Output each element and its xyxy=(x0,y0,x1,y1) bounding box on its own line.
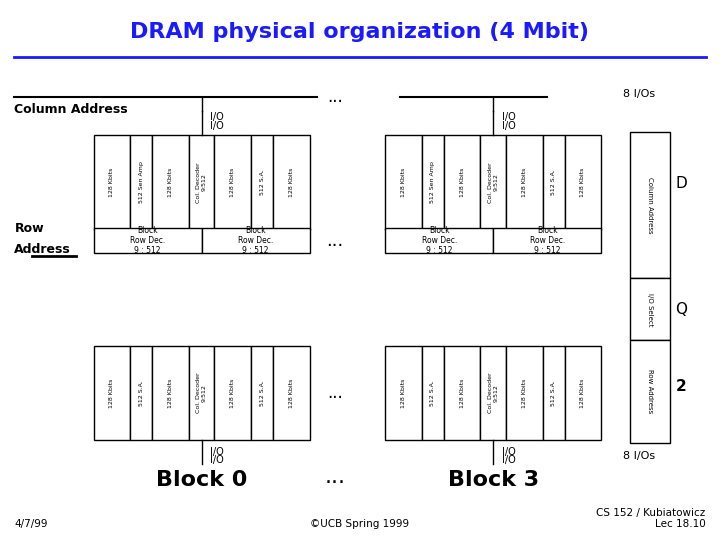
Text: 128 Kbits: 128 Kbits xyxy=(401,378,406,408)
Bar xyxy=(630,278,670,340)
Text: ...: ... xyxy=(327,88,343,106)
Text: Col. Decoder
9:512: Col. Decoder 9:512 xyxy=(488,162,498,202)
Text: 2: 2 xyxy=(675,379,686,394)
Text: 128 Kbits: 128 Kbits xyxy=(109,378,114,408)
Bar xyxy=(444,346,480,440)
Text: 8 I/Os: 8 I/Os xyxy=(623,90,655,99)
Bar xyxy=(564,135,601,230)
Text: Address: Address xyxy=(14,243,71,256)
Bar xyxy=(251,135,273,230)
Text: Col. Decoder
9:512: Col. Decoder 9:512 xyxy=(196,162,207,202)
Text: 128 Kbits: 128 Kbits xyxy=(230,167,235,197)
Text: D: D xyxy=(675,176,687,191)
Bar xyxy=(422,346,444,440)
Bar xyxy=(94,346,130,440)
Text: 128 Kbits: 128 Kbits xyxy=(522,167,527,197)
Text: Column Address: Column Address xyxy=(14,103,128,116)
Text: 512 S.A.: 512 S.A. xyxy=(259,380,264,406)
Bar xyxy=(564,346,601,440)
Bar xyxy=(630,132,670,278)
Text: Block
Row Dec.
9 : 512: Block Row Dec. 9 : 512 xyxy=(530,226,564,255)
Text: 128 Kbits: 128 Kbits xyxy=(459,167,464,197)
Text: Block
Row Dec.
9 : 512: Block Row Dec. 9 : 512 xyxy=(238,226,273,255)
Text: DRAM physical organization (4 Mbit): DRAM physical organization (4 Mbit) xyxy=(130,22,590,42)
Text: Block 0: Block 0 xyxy=(156,470,247,490)
Bar xyxy=(480,135,506,230)
Bar xyxy=(215,346,251,440)
Text: 128 Kbits: 128 Kbits xyxy=(168,378,173,408)
Text: Col. Decoder
9:512: Col. Decoder 9:512 xyxy=(488,373,498,413)
Text: CS 152 / Kubiatowicz
Lec 18.10: CS 152 / Kubiatowicz Lec 18.10 xyxy=(596,508,706,529)
Text: Row Address: Row Address xyxy=(647,369,653,414)
Text: 128 Kbits: 128 Kbits xyxy=(522,378,527,408)
Text: ...: ... xyxy=(327,384,343,402)
Bar xyxy=(94,135,130,230)
Text: 512 S.A.: 512 S.A. xyxy=(551,170,556,195)
Text: I/O Select: I/O Select xyxy=(647,293,653,326)
Text: ...: ... xyxy=(326,232,343,249)
Text: 512 Sen Amp: 512 Sen Amp xyxy=(431,161,436,203)
Text: Col. Decoder
9:512: Col. Decoder 9:512 xyxy=(196,373,207,413)
Bar xyxy=(385,228,493,253)
Text: 128 Kbits: 128 Kbits xyxy=(168,167,173,197)
Bar xyxy=(506,135,543,230)
Bar xyxy=(493,228,601,253)
Bar xyxy=(273,135,310,230)
Text: 8 I/Os: 8 I/Os xyxy=(623,451,655,461)
Text: 512 S.A.: 512 S.A. xyxy=(139,380,144,406)
Bar xyxy=(189,346,215,440)
Bar xyxy=(202,228,310,253)
Text: 128 Kbits: 128 Kbits xyxy=(230,378,235,408)
Text: 128 Kbits: 128 Kbits xyxy=(289,167,294,197)
Text: 128 Kbits: 128 Kbits xyxy=(459,378,464,408)
Bar xyxy=(422,135,444,230)
Text: Q: Q xyxy=(675,302,688,317)
Text: I/O: I/O xyxy=(502,455,516,465)
Text: ©UCB Spring 1999: ©UCB Spring 1999 xyxy=(310,519,410,529)
Bar xyxy=(630,340,670,443)
Text: I/O: I/O xyxy=(210,455,224,465)
Text: 512 S.A.: 512 S.A. xyxy=(259,170,264,195)
Bar xyxy=(251,346,273,440)
Text: I/O: I/O xyxy=(502,112,516,123)
Text: I/O: I/O xyxy=(502,122,516,132)
Bar xyxy=(189,135,215,230)
Bar xyxy=(152,135,189,230)
Bar xyxy=(543,346,564,440)
Text: Column Address: Column Address xyxy=(647,177,653,234)
Text: 4/7/99: 4/7/99 xyxy=(14,519,48,529)
Text: 512 S.A.: 512 S.A. xyxy=(551,380,556,406)
Text: I/O: I/O xyxy=(210,112,224,123)
Text: 128 Kbits: 128 Kbits xyxy=(289,378,294,408)
Bar xyxy=(215,135,251,230)
Bar xyxy=(444,135,480,230)
Bar xyxy=(130,346,152,440)
Text: I/O: I/O xyxy=(210,447,224,457)
Text: 512 Sen Amp: 512 Sen Amp xyxy=(139,161,144,203)
Text: Block 3: Block 3 xyxy=(448,470,539,490)
Text: Row: Row xyxy=(14,222,44,235)
Text: 512 S.A.: 512 S.A. xyxy=(431,380,436,406)
Text: 128 Kbits: 128 Kbits xyxy=(580,378,585,408)
Bar xyxy=(152,346,189,440)
Text: I/O: I/O xyxy=(210,122,224,132)
Bar xyxy=(480,346,506,440)
Bar xyxy=(130,135,152,230)
Bar xyxy=(543,135,564,230)
Bar xyxy=(506,346,543,440)
Text: Block
Row Dec.
9 : 512: Block Row Dec. 9 : 512 xyxy=(422,226,456,255)
Bar xyxy=(385,346,422,440)
Text: 128 Kbits: 128 Kbits xyxy=(580,167,585,197)
Text: I/O: I/O xyxy=(502,447,516,457)
Bar xyxy=(94,228,202,253)
Text: Block
Row Dec.
9 : 512: Block Row Dec. 9 : 512 xyxy=(130,226,165,255)
Text: 128 Kbits: 128 Kbits xyxy=(401,167,406,197)
Text: ...: ... xyxy=(324,467,346,487)
Bar xyxy=(385,135,422,230)
Bar xyxy=(273,346,310,440)
Text: 128 Kbits: 128 Kbits xyxy=(109,167,114,197)
